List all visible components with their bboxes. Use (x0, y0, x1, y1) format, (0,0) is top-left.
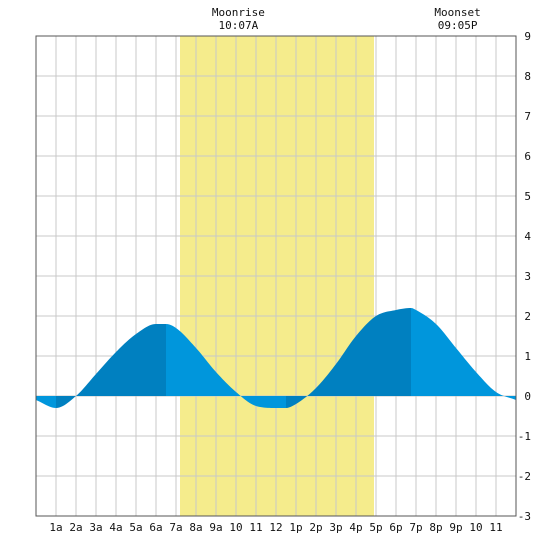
y-tick-label: -3 (518, 510, 531, 523)
x-tick-label: 9a (209, 521, 222, 534)
x-tick-label: 8p (429, 521, 442, 534)
tide-area-rising (286, 308, 411, 408)
y-tick-label: 2 (524, 310, 531, 323)
x-tick-label: 11 (249, 521, 262, 534)
x-tick-label: 4a (109, 521, 122, 534)
x-tick-label: 2a (69, 521, 82, 534)
x-tick-label: 7a (169, 521, 182, 534)
x-tick-label: 6p (389, 521, 402, 534)
tide-area-rising (56, 324, 166, 408)
x-tick-label: 8a (189, 521, 202, 534)
y-tick-label: 8 (524, 70, 531, 83)
tide-area-falling (166, 324, 286, 408)
x-tick-label: 1p (289, 521, 302, 534)
x-tick-label: 11 (489, 521, 502, 534)
moonset-label: Moonset (434, 6, 480, 19)
y-tick-label: -2 (518, 470, 531, 483)
y-tick-label: 9 (524, 30, 531, 43)
x-tick-label: 4p (349, 521, 362, 534)
annotation-layer: Moonrise 10:07A Moonset 09:05P (212, 6, 481, 32)
x-tick-label: 10 (469, 521, 482, 534)
x-tick-label: 6a (149, 521, 162, 534)
y-tick-label: -1 (518, 430, 531, 443)
x-tick-label: 1a (49, 521, 62, 534)
moonrise-label: Moonrise (212, 6, 265, 19)
tide-area-falling (411, 308, 516, 400)
x-tick-label: 2p (309, 521, 322, 534)
y-tick-label: 3 (524, 270, 531, 283)
x-tick-label: 3p (329, 521, 342, 534)
moonset-time: 09:05P (438, 19, 478, 32)
x-tick-label: 5a (129, 521, 142, 534)
x-tick-label: 10 (229, 521, 242, 534)
x-tick-label: 3a (89, 521, 102, 534)
x-tick-label: 7p (409, 521, 422, 534)
x-tick-layer: 1a 2a 3a 4a 5a 6a 7a 8a 9a 10 11 12 1p 2p 3p 4p 5p 6p 7p 8p… (49, 521, 502, 534)
y-tick-layer: 9 8 7 6 5 4 3 2 1 0 -1 -2 -3 (518, 30, 532, 523)
y-tick-label: 7 (524, 110, 531, 123)
tide-area-layer (36, 308, 516, 408)
plot-border (35, 35, 517, 517)
x-tick-label: 9p (449, 521, 462, 534)
y-tick-label: 5 (524, 190, 531, 203)
x-tick-label: 5p (369, 521, 382, 534)
x-tick-label: 12 (269, 521, 282, 534)
y-tick-label: 0 (524, 390, 531, 403)
y-tick-label: 6 (524, 150, 531, 163)
y-tick-label: 1 (524, 350, 531, 363)
y-tick-label: 4 (524, 230, 531, 243)
moonrise-time: 10:07A (219, 19, 259, 32)
tide-area-falling (36, 396, 56, 408)
